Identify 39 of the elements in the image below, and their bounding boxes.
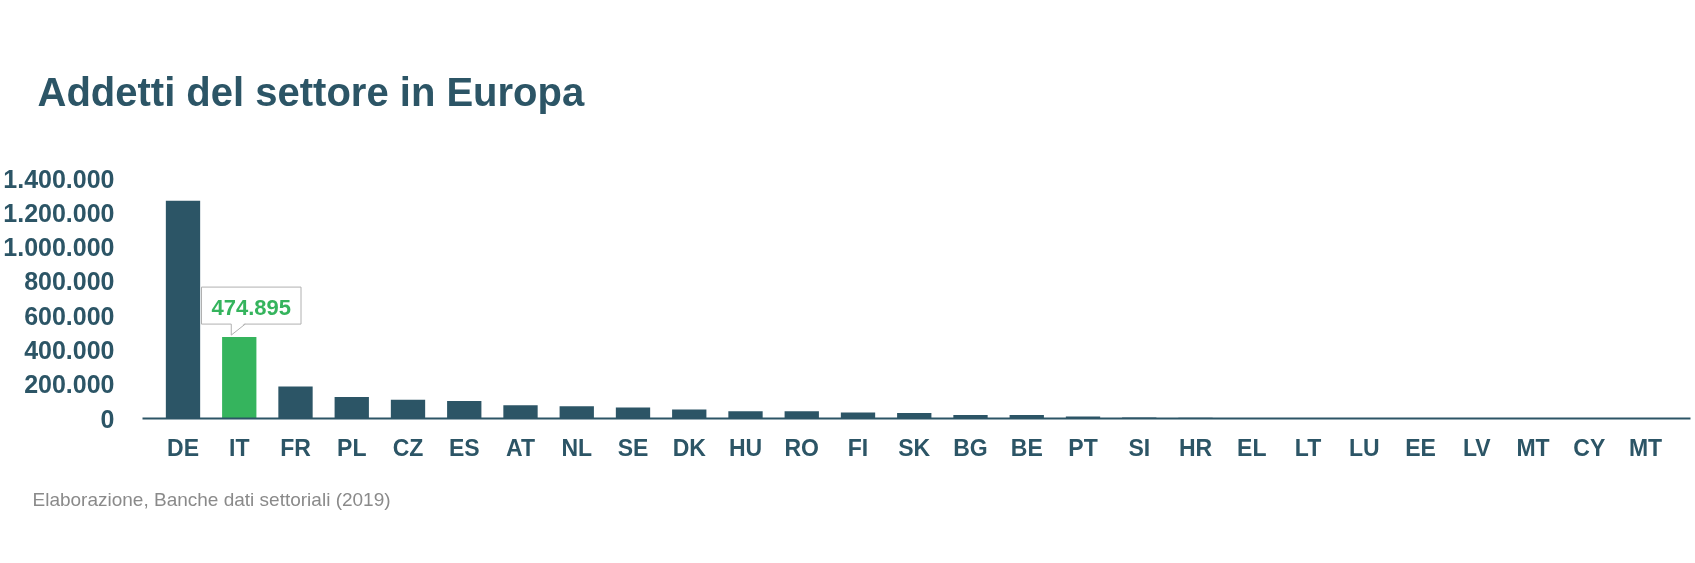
y-tick-label: 1.400.000: [3, 164, 115, 193]
x-tick-label: IT: [229, 434, 250, 461]
x-tick-label: EE: [1405, 434, 1436, 461]
x-tick-label: MT: [1516, 434, 1550, 461]
x-tick-label: HR: [1178, 434, 1213, 461]
x-tick-label: EL: [1237, 434, 1267, 461]
x-tick-label: CY: [1573, 434, 1606, 461]
text: Elaborazione, Banche dati settoriali (2019): [32, 488, 391, 510]
data-label: 474.895: [211, 295, 292, 321]
x-tick-label: HU: [728, 434, 763, 461]
x-tick-label: FR: [280, 434, 312, 461]
x-tick-label: BG: [953, 434, 988, 461]
y-tick-label: 0: [100, 404, 115, 433]
x-tick-label: BE: [1010, 434, 1043, 461]
y-tick-label: 400.000: [24, 335, 115, 364]
x-tick-label: SI: [1128, 434, 1151, 461]
x-tick-label: NL: [561, 434, 593, 461]
x-tick-label: RO: [784, 434, 819, 461]
x-tick-label: SE: [617, 434, 649, 461]
y-tick-label: 1.200.000: [3, 198, 115, 227]
y-tick-label: 200.000: [24, 370, 115, 399]
x-tick-label: SK: [898, 434, 931, 461]
x-tick-label: LV: [1462, 434, 1492, 461]
x-tick-label: LT: [1294, 434, 1322, 461]
x-tick-label: MT: [1628, 434, 1663, 461]
bar: [222, 337, 257, 419]
x-tick-label: PL: [337, 434, 367, 461]
x-tick-label: FI: [847, 434, 869, 461]
x-tick-label: LU: [1348, 434, 1380, 461]
x-tick-label: PT: [1068, 434, 1098, 461]
y-tick-label: 800.000: [24, 267, 115, 296]
x-tick-label: DK: [672, 434, 707, 461]
y-tick-label: 1.000.000: [3, 233, 115, 262]
y-tick-label: 600.000: [24, 301, 115, 330]
x-tick-label: AT: [506, 434, 535, 461]
x-tick-label: ES: [448, 434, 480, 461]
x-tick-label: DE: [167, 434, 199, 461]
chart-title: Addetti del settore in Europa: [37, 69, 585, 114]
x-tick-label: CZ: [392, 434, 424, 461]
